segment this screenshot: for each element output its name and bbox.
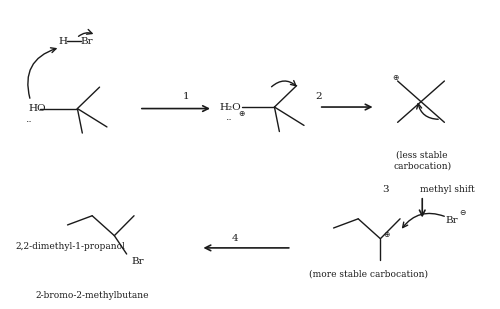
Text: (more stable carbocation): (more stable carbocation) [308, 269, 428, 278]
Text: Br: Br [81, 37, 94, 46]
Text: H: H [58, 37, 67, 46]
Text: 1: 1 [182, 92, 189, 101]
Text: H₂O: H₂O [219, 103, 241, 112]
Text: methyl shift: methyl shift [420, 185, 474, 194]
Text: Br: Br [446, 216, 458, 225]
Text: 4: 4 [232, 234, 238, 243]
Text: 3: 3 [382, 185, 388, 194]
Text: ⊕: ⊕ [383, 230, 390, 239]
Text: 2: 2 [316, 92, 322, 101]
Text: HO: HO [28, 104, 46, 113]
Text: ⊕: ⊕ [238, 109, 244, 118]
Text: 2-bromo-2-methylbutane: 2-bromo-2-methylbutane [36, 291, 149, 300]
Text: ..: .. [26, 114, 33, 124]
Text: ⊕: ⊕ [392, 73, 398, 82]
Text: ..: .. [226, 112, 232, 122]
Text: 2,2-dimethyl-1-propanol: 2,2-dimethyl-1-propanol [15, 242, 125, 251]
Text: Br: Br [131, 257, 144, 266]
Text: (less stable
carbocation): (less stable carbocation) [393, 151, 452, 170]
Text: ⊖: ⊖ [460, 208, 466, 217]
